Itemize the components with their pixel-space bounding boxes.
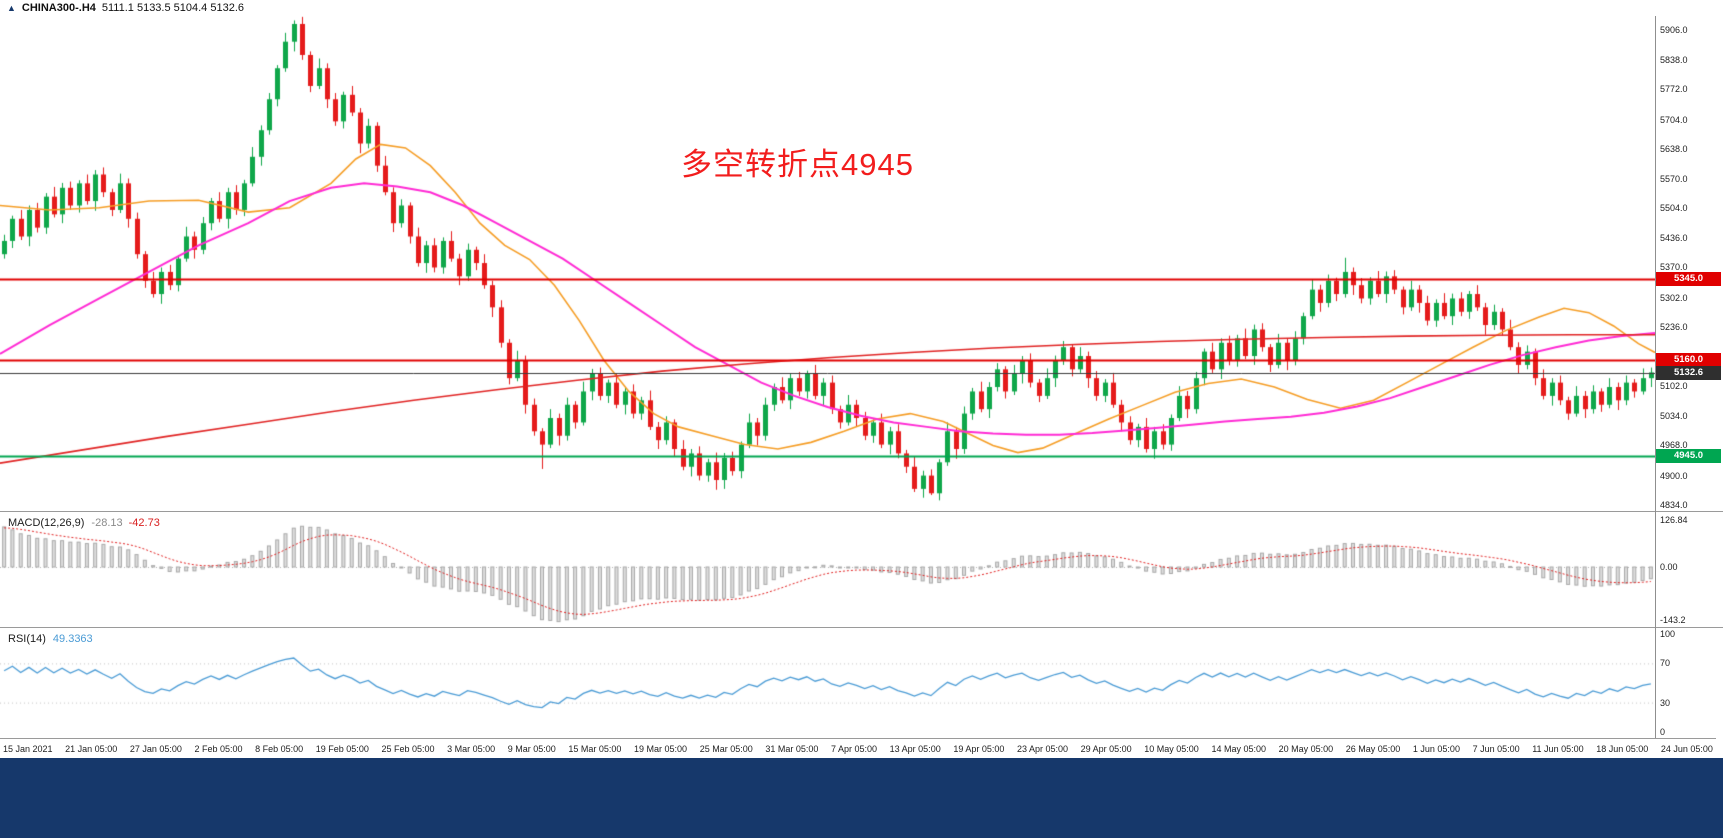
axis-label: -143.2: [1660, 614, 1686, 625]
axis-label: 70: [1660, 658, 1671, 669]
macd-panel-canvas[interactable]: [0, 512, 1655, 627]
price-badge: 5345.0: [1656, 271, 1721, 286]
time-axis-label: 1 Jun 05:00: [1412, 743, 1460, 754]
axis-label: 4968.0: [1660, 440, 1688, 451]
price-axis[interactable]: 5906.0 5838.0 5772.0 5704.0 5638.0 5570.0 5504…: [1656, 16, 1723, 738]
axis-label: 5236.0: [1660, 321, 1688, 332]
time-axis-label: 27 Jan 05:00: [129, 743, 182, 754]
axis-label: 0: [1660, 727, 1666, 737]
time-axis-label: 10 May 05:00: [1144, 743, 1199, 754]
price-chart-canvas[interactable]: [0, 16, 1655, 511]
axis-label: 5436.0: [1660, 233, 1688, 244]
time-axis-label: 25 Mar 05:00: [699, 743, 753, 754]
time-axis-label: 26 May 05:00: [1345, 743, 1401, 754]
time-axis-label: 20 May 05:00: [1278, 743, 1334, 754]
panel-divider[interactable]: [0, 511, 1723, 512]
axis-label: 30: [1660, 697, 1671, 708]
axis-label: 0.00: [1660, 562, 1678, 572]
chart-symbol-icon: ▲: [7, 3, 16, 13]
rsi-panel-label: RSI(14) 49.3363: [8, 633, 93, 645]
time-axis-label: 23 Apr 05:00: [1016, 743, 1069, 754]
time-axis[interactable]: 15 Jan 2021 21 Jan 05:00 27 Jan 05:00 2 Feb…: [0, 738, 1716, 758]
price-badge: 4945.0: [1656, 448, 1721, 463]
bottom-bar: [0, 758, 1723, 838]
axis-label: 5370.0: [1660, 262, 1688, 273]
time-axis-label: 9 Mar 05:00: [507, 743, 556, 754]
price-badge: 5132.6: [1656, 365, 1721, 380]
rsi-indicator-name: RSI(14): [8, 633, 46, 645]
time-axis-label: 8 Feb 05:00: [255, 743, 304, 754]
time-axis-label: 15 Jan 2021: [3, 743, 53, 754]
axis-label: 5302.0: [1660, 292, 1688, 303]
time-axis-label: 25 Feb 05:00: [381, 743, 435, 754]
time-axis-label: 31 Mar 05:00: [765, 743, 819, 754]
chart-title-bar: ▲ CHINA300-.H4 5111.1 5133.5 5104.4 5132…: [0, 0, 1723, 16]
time-axis-label: 18 Jun 05:00: [1596, 743, 1649, 754]
rsi-panel-canvas[interactable]: [0, 628, 1655, 738]
axis-label: 5838.0: [1660, 55, 1688, 66]
macd-signal-value: -42.73: [128, 517, 160, 529]
axis-label: 5034.0: [1660, 411, 1688, 422]
time-axis-label: 7 Apr 05:00: [831, 743, 878, 754]
rsi-value: 49.3363: [52, 633, 93, 645]
time-axis-label: 3 Mar 05:00: [447, 743, 496, 754]
chart-symbol-title: CHINA300-.H4: [21, 2, 96, 14]
axis-label: 5906.0: [1660, 25, 1688, 36]
time-axis-label: 14 May 05:00: [1211, 743, 1266, 754]
axis-label: 100: [1660, 629, 1676, 639]
axis-label: 5102.0: [1660, 381, 1688, 392]
time-axis-label: 19 Feb 05:00: [315, 743, 369, 754]
axis-label: 126.84: [1660, 515, 1688, 526]
time-axis-label: 19 Apr 05:00: [953, 743, 1005, 754]
chart-ohlc-values: 5111.1 5133.5 5104.4 5132.6: [101, 2, 245, 14]
axis-label: 5772.0: [1660, 84, 1688, 95]
time-axis-label: 24 Jun 05:00: [1660, 743, 1713, 754]
time-axis-label: 2 Feb 05:00: [194, 743, 243, 754]
panel-divider[interactable]: [0, 627, 1723, 628]
time-axis-label: 21 Jan 05:00: [65, 743, 118, 754]
axis-label: 5504.0: [1660, 203, 1688, 214]
time-axis-label: 29 Apr 05:00: [1080, 743, 1132, 754]
time-axis-label: 13 Apr 05:00: [889, 743, 941, 754]
macd-main-value: -28.13: [91, 517, 123, 529]
price-badge: 5160.0: [1656, 353, 1721, 368]
macd-indicator-name: MACD(12,26,9): [8, 517, 85, 529]
axis-label: 4900.0: [1660, 470, 1688, 481]
axis-label: 5570.0: [1660, 173, 1688, 184]
chart-annotation-text[interactable]: 多空转折点4945: [681, 147, 914, 182]
time-axis-label: 11 Jun 05:00: [1532, 743, 1584, 754]
time-axis-label: 15 Mar 05:00: [568, 743, 622, 754]
time-axis-label: 7 Jun 05:00: [1472, 743, 1520, 754]
axis-label: 5638.0: [1660, 143, 1688, 154]
axis-separator-line: [1655, 16, 1656, 738]
macd-panel-label: MACD(12,26,9) -28.13 -42.73: [8, 517, 160, 529]
axis-label: 4834.0: [1660, 499, 1688, 510]
axis-label: 5704.0: [1660, 114, 1688, 125]
time-axis-label: 19 Mar 05:00: [634, 743, 688, 754]
